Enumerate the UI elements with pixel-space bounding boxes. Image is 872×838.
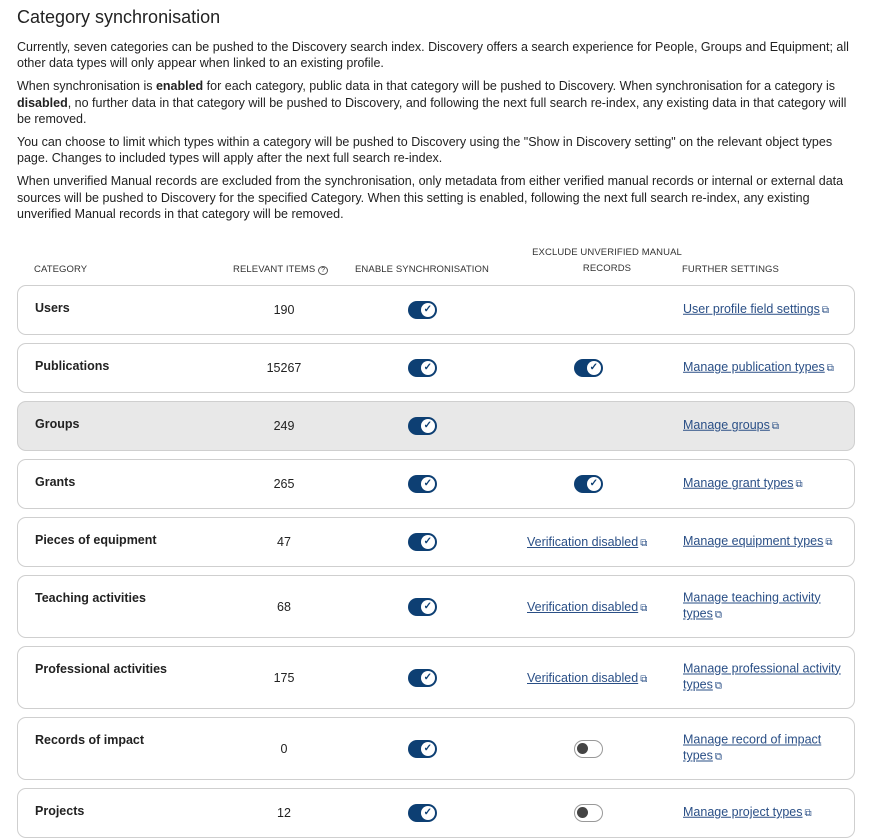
header-further: Further settings: [682, 264, 779, 276]
exclude-toggle[interactable]: [574, 739, 603, 758]
header-exclude: Exclude unverified manual records: [532, 247, 682, 275]
table-row: Professional activities 175 ✓ Verificati…: [17, 646, 855, 710]
external-link-icon: ⧉: [714, 751, 723, 763]
check-icon: ✓: [423, 600, 432, 612]
relevant-items-count: 265: [273, 477, 295, 492]
exclude-toggle[interactable]: ✓: [574, 475, 603, 494]
text: for each category, public data in that c…: [203, 79, 836, 94]
intro-paragraph: Currently, seven categories can be pushe…: [17, 40, 849, 71]
external-link-icon: ⧉: [821, 304, 830, 316]
further-settings-link[interactable]: User profile field settings: [683, 301, 820, 316]
check-icon: ✓: [423, 420, 432, 432]
enable-sync-toggle[interactable]: ✓: [408, 359, 437, 378]
check-icon: ✓: [423, 807, 432, 819]
enable-sync-toggle[interactable]: ✓: [408, 739, 437, 758]
text: When synchronisation is: [17, 79, 156, 94]
relevant-items-count: 47: [277, 535, 291, 550]
enable-sync-toggle[interactable]: ✓: [408, 597, 437, 616]
check-icon: ✓: [423, 362, 432, 374]
table-row: Grants 265 ✓ ✓ Manage grant types ⧉: [17, 459, 855, 510]
external-link-icon: ⧉: [640, 673, 648, 685]
external-link-icon: ⧉: [771, 420, 780, 432]
table-row: Pieces of equipment 47 ✓ Verification di…: [17, 517, 855, 568]
types-paragraph: You can choose to limit which types with…: [17, 135, 833, 166]
verification-disabled-link[interactable]: Verification disabled: [527, 535, 639, 550]
further-settings-link[interactable]: Manage groups: [683, 417, 770, 432]
external-link-icon: ⧉: [804, 807, 812, 819]
external-link-icon: ⧉: [640, 602, 648, 614]
sync-paragraph: When synchronisation is enabled for each…: [17, 78, 855, 127]
external-link-icon: ⧉: [795, 478, 803, 490]
enable-sync-toggle[interactable]: ✓: [408, 804, 437, 823]
relevant-items-count: 68: [277, 599, 291, 614]
header-enable: Enable synchronisation: [355, 264, 489, 276]
relevant-items-count: 12: [277, 806, 291, 821]
further-settings-link[interactable]: Manage publication types: [683, 359, 825, 374]
external-link-icon: ⧉: [714, 680, 723, 692]
header-relevant-items: Relevant items ?: [233, 264, 329, 276]
category-name: Groups: [35, 417, 80, 432]
category-name: Records of impact: [35, 733, 145, 748]
verification-disabled-link[interactable]: Verification disabled: [527, 599, 639, 614]
external-link-icon: ⧉: [640, 538, 648, 550]
exclude-toggle[interactable]: ✓: [574, 359, 603, 378]
further-settings-link[interactable]: Manage grant types: [683, 475, 794, 490]
help-icon[interactable]: ?: [318, 266, 329, 276]
table-row: Records of impact 0 ✓ Manage record of i…: [17, 717, 855, 781]
check-icon: ✓: [423, 478, 432, 490]
category-name: Pieces of equipment: [35, 533, 157, 548]
external-link-icon: ⧉: [825, 536, 833, 548]
check-icon: ✓: [423, 671, 432, 683]
enable-sync-toggle[interactable]: ✓: [408, 301, 437, 320]
category-name: Teaching activities: [35, 591, 146, 606]
verification-disabled-link[interactable]: Verification disabled: [527, 670, 639, 685]
relevant-items-count: 15267: [266, 361, 302, 376]
category-name: Users: [35, 301, 70, 316]
external-link-icon: ⧉: [826, 362, 834, 374]
check-icon: ✓: [423, 742, 432, 754]
check-icon: ✓: [589, 362, 598, 374]
exclude-toggle[interactable]: [574, 804, 603, 823]
check-icon: ✓: [423, 304, 432, 316]
header-category: Category: [34, 264, 88, 276]
enable-sync-toggle[interactable]: ✓: [408, 475, 437, 494]
page-title: Category synchronisation: [17, 7, 221, 27]
header-label: Relevant items: [233, 264, 316, 276]
table-row: Publications 15267 ✓ ✓ Manage publicatio…: [17, 343, 855, 394]
check-icon: ✓: [423, 536, 432, 548]
enable-sync-toggle[interactable]: ✓: [408, 533, 437, 552]
text-bold: disabled: [17, 95, 68, 110]
further-settings-link[interactable]: Manage project types: [683, 804, 803, 819]
relevant-items-count: 249: [273, 419, 295, 434]
table-row: Groups 249 ✓ Manage groups ⧉: [17, 401, 855, 452]
further-settings-link[interactable]: Manage record of impact types: [683, 732, 822, 763]
external-link-icon: ⧉: [714, 609, 723, 621]
relevant-items-count: 175: [273, 670, 295, 685]
check-icon: ✓: [589, 478, 598, 490]
enable-sync-toggle[interactable]: ✓: [408, 417, 437, 436]
unverified-paragraph: When unverified Manual records are exclu…: [17, 174, 844, 221]
table-row: Projects 12 ✓ Manage project types ⧉: [17, 788, 855, 838]
text: , no further data in that category will …: [17, 95, 847, 126]
category-name: Projects: [35, 804, 85, 819]
table-header: Category Relevant items ? Enable synchro…: [17, 236, 855, 285]
relevant-items-count: 0: [280, 741, 288, 756]
text-bold: enabled: [155, 79, 204, 94]
category-name: Professional activities: [35, 662, 168, 677]
category-name: Grants: [35, 475, 76, 490]
table-row: Users 190 ✓ User profile field settings ⧉: [17, 285, 855, 336]
further-settings-link[interactable]: Manage teaching activity types: [683, 590, 821, 621]
further-settings-link[interactable]: Manage professional activity types: [683, 661, 841, 692]
category-name: Publications: [35, 359, 110, 374]
further-settings-link[interactable]: Manage equipment types: [683, 533, 824, 548]
enable-sync-toggle[interactable]: ✓: [408, 668, 437, 687]
relevant-items-count: 190: [273, 303, 295, 318]
table-row: Teaching activities 68 ✓ Verification di…: [17, 575, 855, 639]
